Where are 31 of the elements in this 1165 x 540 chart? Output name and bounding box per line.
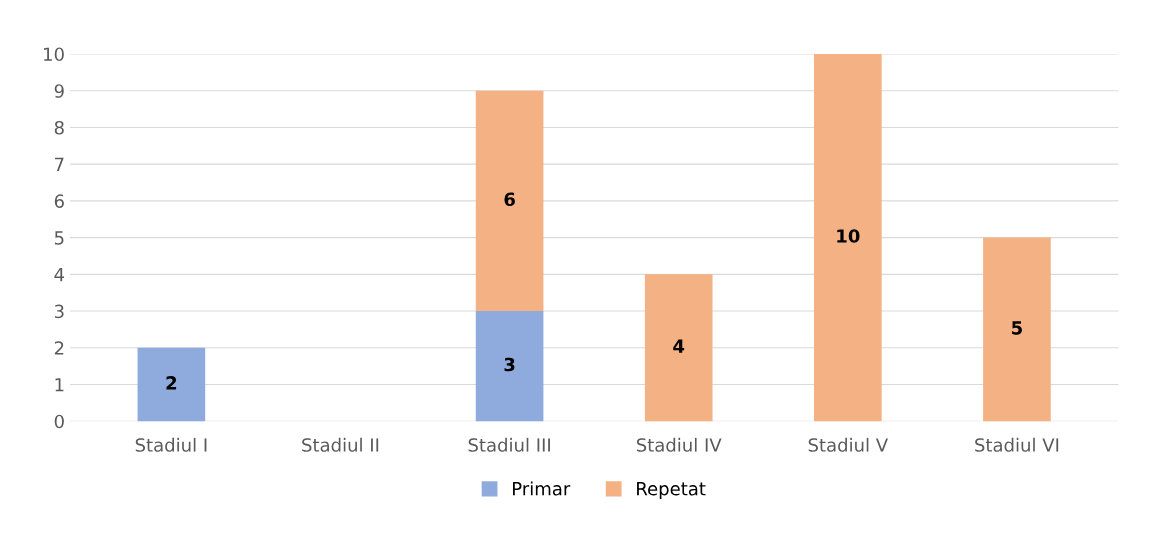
y-tick-label: 9 <box>54 84 64 98</box>
bar <box>475 90 544 312</box>
x-tick-label: Stadiul V <box>808 437 888 452</box>
y-tick-label: 10 <box>44 47 64 62</box>
bar <box>137 347 206 422</box>
y-tick-label: 0 <box>54 414 64 429</box>
data-label: 5 <box>1012 321 1022 335</box>
data-label: 4 <box>673 339 685 353</box>
x-tick-label: Stadiul II <box>302 437 379 452</box>
y-tick-label: 4 <box>54 268 65 282</box>
data-label: 10 <box>837 229 860 243</box>
bar <box>475 311 544 422</box>
bar <box>814 54 882 422</box>
bar <box>644 274 713 422</box>
data-label: 6 <box>504 192 515 207</box>
x-tick-label: Stadiul I <box>135 437 207 452</box>
y-tick-label: 5 <box>54 231 64 245</box>
x-tick-label: Stadiul III <box>468 437 550 452</box>
legend-label: Repetat <box>637 482 706 499</box>
y-tick-label: 3 <box>54 304 64 319</box>
y-tick-label: 6 <box>54 194 64 208</box>
legend-label: Primar <box>513 481 571 496</box>
bar <box>983 237 1051 422</box>
data-label: 2 <box>166 376 177 390</box>
y-tick-label: 2 <box>54 341 64 355</box>
x-tick-label: Stadiul VI <box>975 437 1059 452</box>
x-tick-label: Stadiul IV <box>636 437 722 452</box>
y-tick-label: 1 <box>55 378 64 392</box>
y-tick-label: 7 <box>55 157 64 172</box>
y-tick-label: 8 <box>54 120 64 135</box>
data-label: 3 <box>504 357 515 372</box>
